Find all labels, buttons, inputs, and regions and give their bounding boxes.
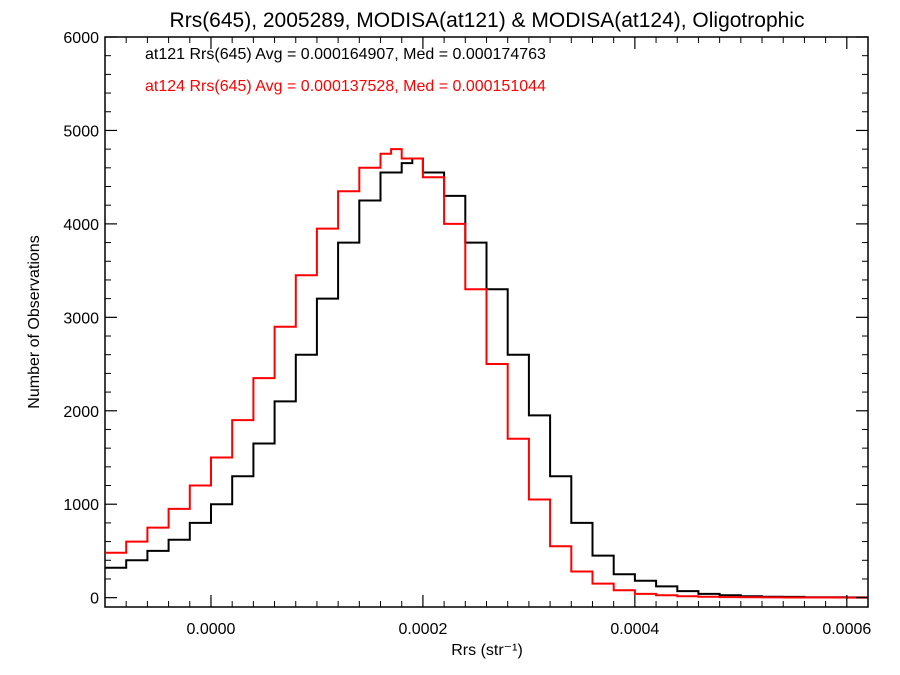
y-tick-label: 4000 [63,217,99,234]
x-tick-label: 0.0000 [187,621,236,638]
x-tick-label: 0.0002 [398,621,447,638]
chart-title: Rrs(645), 2005289, MODISA(at121) & MODIS… [170,9,805,32]
plot-area: 0.0000 0.0002 0.0004 0.0006 0 1000 2000 3000 400… [63,30,871,638]
histogram-series-1 [105,148,868,599]
y-tick-label: 0 [90,591,99,608]
y-axis-label: Number of Observations [26,235,43,408]
histogram-series-0 [105,157,868,599]
tick-layer: 0.0000 0.0002 0.0004 0.0006 0 1000 2000 3000 400… [63,30,871,638]
y-tick-label: 2000 [63,404,99,421]
annotation-at124: at124 Rrs(645) Avg = 0.000137528, Med = … [145,78,546,95]
y-tick-label: 1000 [63,497,99,514]
x-tick-label: 0.0006 [822,621,871,638]
y-tick-label: 3000 [63,310,99,327]
y-tick-label: 5000 [63,123,99,140]
x-axis-label: Rrs (str⁻¹) [451,642,523,659]
series-layer [105,148,868,599]
y-tick-label: 6000 [63,30,99,47]
annotation-at121: at121 Rrs(645) Avg = 0.000164907, Med = … [145,46,546,63]
x-tick-label: 0.0004 [610,621,659,638]
